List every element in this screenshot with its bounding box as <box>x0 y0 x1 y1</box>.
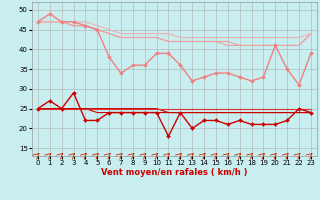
X-axis label: Vent moyen/en rafales ( km/h ): Vent moyen/en rafales ( km/h ) <box>101 168 248 177</box>
